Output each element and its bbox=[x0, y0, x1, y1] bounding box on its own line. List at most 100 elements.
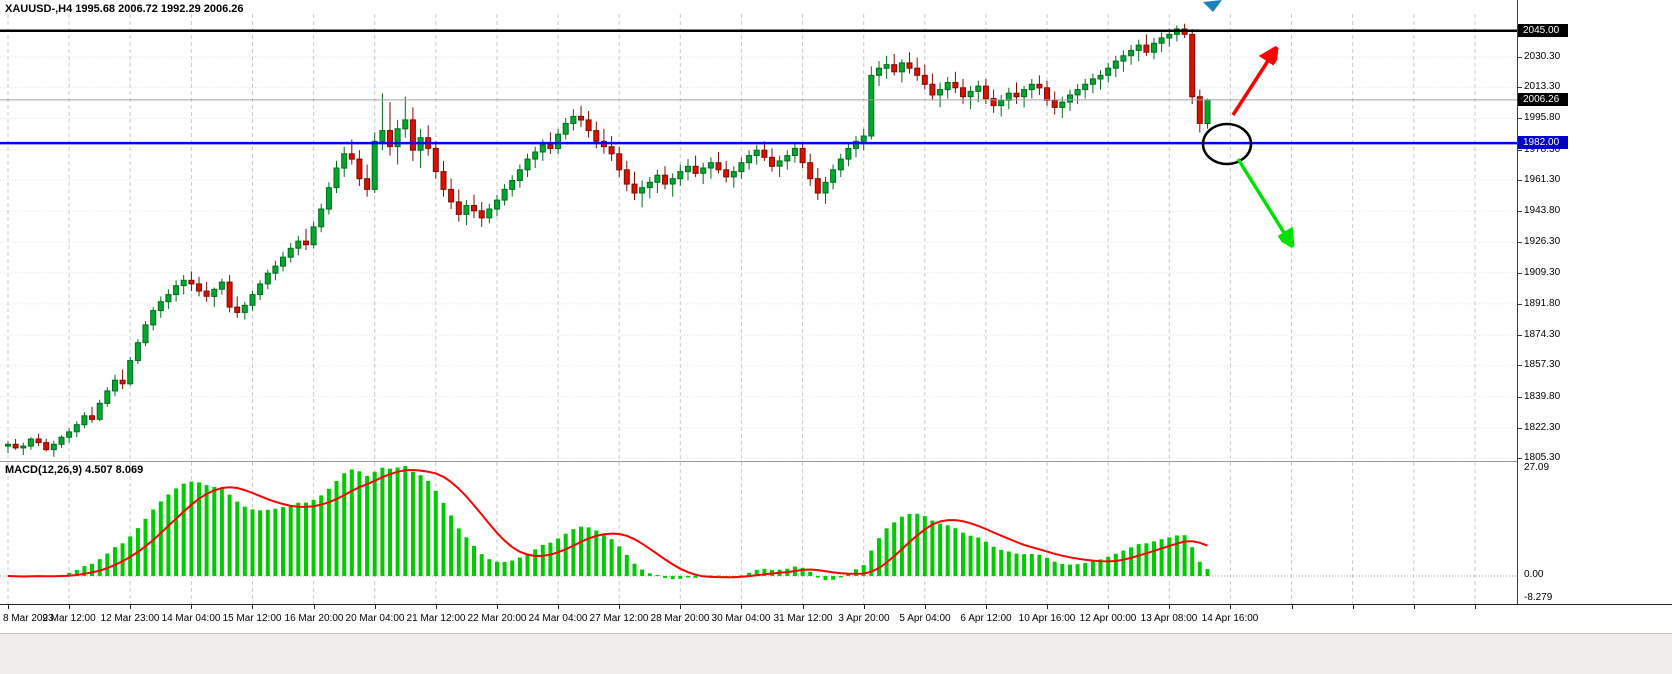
price-axis[interactable]: 27.09 0.00 -8.279 2030.30 2013.30 1995.80 1… bbox=[1517, 0, 1672, 604]
candle bbox=[280, 256, 286, 267]
price-axis-tick bbox=[1518, 211, 1522, 212]
macd-histogram-bar bbox=[319, 495, 324, 576]
time-axis-tick bbox=[497, 605, 498, 609]
time-axis-label: 6 Apr 12:00 bbox=[960, 613, 1012, 624]
macd-histogram-bar bbox=[517, 557, 522, 576]
macd-histogram-bar bbox=[922, 516, 927, 576]
time-axis-label: 21 Mar 12:00 bbox=[406, 613, 466, 624]
macd-histogram-bar bbox=[686, 576, 690, 578]
price-axis-label: 1961.30 bbox=[1524, 173, 1561, 185]
price-axis-label: 1943.80 bbox=[1524, 205, 1561, 217]
candle bbox=[769, 156, 775, 167]
candle bbox=[173, 285, 180, 296]
candle bbox=[707, 162, 714, 169]
macd-histogram-bar bbox=[1037, 554, 1042, 576]
candle bbox=[516, 169, 523, 182]
candle bbox=[524, 158, 531, 171]
time-axis-label: 5 Apr 04:00 bbox=[899, 613, 951, 624]
macd-histogram-bar bbox=[663, 576, 667, 578]
candle bbox=[799, 147, 806, 164]
candle bbox=[723, 169, 730, 178]
macd-histogram-bar bbox=[395, 467, 400, 576]
candle bbox=[578, 115, 584, 121]
macd-histogram-bar bbox=[90, 563, 94, 576]
macd-histogram-bar bbox=[1190, 547, 1195, 576]
macd-histogram-bar bbox=[372, 471, 377, 576]
time-axis-tick bbox=[1108, 605, 1109, 609]
candle bbox=[494, 199, 500, 210]
candle bbox=[371, 140, 378, 190]
time-axis[interactable]: 8 Mar 2023 9 Mar 12:00 12 Mar 23:00 14 Mar … bbox=[0, 605, 1672, 633]
candle bbox=[486, 208, 493, 219]
time-axis-tick bbox=[1230, 605, 1231, 609]
macd-histogram-bar bbox=[181, 483, 186, 576]
candle bbox=[89, 415, 95, 420]
macd-histogram-bar bbox=[762, 568, 767, 576]
panel-separator bbox=[0, 461, 1672, 462]
macd-histogram-bar bbox=[991, 546, 996, 576]
macd-axis-max-label: 27.09 bbox=[1524, 462, 1550, 473]
candle bbox=[898, 62, 905, 73]
bearish-arrow-annotation[interactable] bbox=[1236, 158, 1293, 247]
macd-histogram-bar bbox=[1029, 554, 1034, 576]
candle bbox=[142, 324, 149, 344]
macd-histogram-bar bbox=[533, 549, 538, 576]
candle bbox=[730, 171, 737, 178]
candle bbox=[43, 442, 50, 451]
macd-histogram-bar bbox=[113, 547, 117, 576]
macd-histogram-bar bbox=[74, 569, 79, 576]
candle bbox=[1143, 44, 1150, 53]
macd-histogram-bar bbox=[899, 516, 904, 576]
candle bbox=[616, 153, 623, 171]
macd-histogram-bar bbox=[349, 469, 354, 576]
candle bbox=[646, 181, 653, 189]
candle bbox=[73, 424, 80, 433]
macd-histogram-bar bbox=[556, 538, 561, 576]
candle bbox=[1105, 67, 1112, 76]
macd-histogram-bar bbox=[456, 528, 461, 576]
time-axis-label: 3 Apr 20:00 bbox=[838, 613, 890, 624]
candle bbox=[1028, 83, 1035, 91]
highlight-circle-annotation[interactable] bbox=[1201, 122, 1253, 166]
time-axis-tick bbox=[375, 605, 376, 609]
macd-histogram-bar bbox=[464, 537, 469, 576]
time-axis-label: 12 Mar 23:00 bbox=[100, 613, 160, 624]
candle bbox=[432, 147, 439, 173]
macd-histogram-bar bbox=[831, 576, 836, 580]
price-axis-tick bbox=[1518, 428, 1522, 429]
time-axis-tick bbox=[925, 605, 926, 609]
candle bbox=[165, 294, 172, 303]
price-axis-tick bbox=[1518, 335, 1522, 336]
time-axis-label: 14 Mar 04:00 bbox=[161, 613, 221, 624]
candle bbox=[830, 169, 837, 183]
price-axis-label: 1978.30 bbox=[1524, 143, 1561, 155]
time-axis-label: 8 Mar 2023 bbox=[3, 613, 54, 624]
macd-histogram-bar bbox=[1167, 537, 1172, 576]
macd-histogram-bar bbox=[563, 533, 568, 576]
time-axis-label: 16 Mar 20:00 bbox=[284, 613, 344, 624]
candle bbox=[241, 304, 248, 313]
macd-histogram-bar bbox=[1022, 554, 1027, 576]
candle bbox=[677, 171, 684, 180]
candle bbox=[585, 119, 592, 132]
macd-histogram-bar bbox=[1136, 544, 1141, 576]
macd-histogram-bar bbox=[403, 466, 408, 576]
main-chart[interactable] bbox=[0, 0, 1517, 462]
bullish-arrow-annotation[interactable] bbox=[1231, 47, 1277, 116]
candle bbox=[967, 90, 974, 98]
candle bbox=[807, 162, 814, 180]
macd-histogram-bar bbox=[983, 541, 988, 576]
macd-panel[interactable] bbox=[0, 462, 1517, 605]
candle bbox=[1112, 60, 1119, 69]
candle bbox=[1189, 33, 1196, 98]
macd-histogram-bar bbox=[854, 569, 858, 576]
macd-axis-zero-label: 0.00 bbox=[1524, 569, 1544, 580]
time-axis-tick bbox=[986, 605, 987, 609]
macd-histogram-bar bbox=[197, 482, 201, 576]
macd-histogram-bar bbox=[1159, 539, 1164, 576]
macd-histogram-bar bbox=[189, 481, 194, 576]
macd-histogram-bar bbox=[617, 546, 622, 576]
macd-histogram-bar bbox=[586, 527, 591, 576]
candle bbox=[998, 99, 1005, 107]
